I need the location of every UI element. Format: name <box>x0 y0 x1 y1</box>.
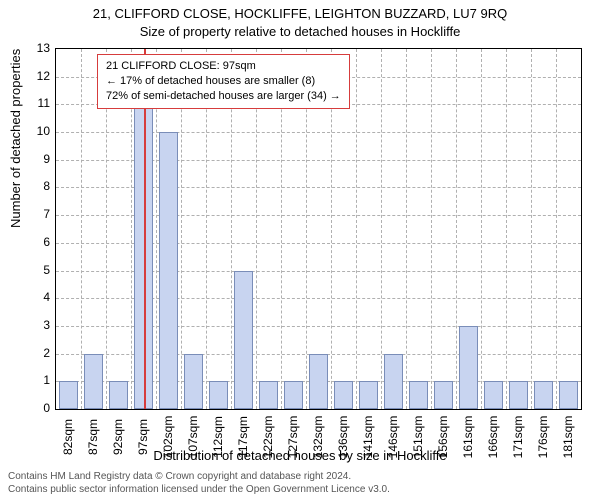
bar <box>159 132 178 409</box>
y-tick-label: 12 <box>20 69 50 83</box>
x-tick-label: 171sqm <box>511 412 525 462</box>
x-tick-label: 161sqm <box>461 412 475 462</box>
gridline-v <box>381 49 382 409</box>
gridline-v <box>81 49 82 409</box>
footer-line1: Contains HM Land Registry data © Crown c… <box>8 470 390 483</box>
x-tick-label: 97sqm <box>136 412 150 462</box>
y-tick-label: 8 <box>20 179 50 193</box>
bar <box>259 381 278 409</box>
y-tick-label: 11 <box>20 96 50 110</box>
y-tick-label: 10 <box>20 124 50 138</box>
x-tick-label: 122sqm <box>261 412 275 462</box>
bar <box>334 381 353 409</box>
bar <box>534 381 553 409</box>
x-tick-label: 166sqm <box>486 412 500 462</box>
gridline-v <box>431 49 432 409</box>
annotation-box: 21 CLIFFORD CLOSE: 97sqm← 17% of detache… <box>97 54 350 109</box>
bar <box>109 381 128 409</box>
y-tick-label: 13 <box>20 41 50 55</box>
x-tick-label: 82sqm <box>61 412 75 462</box>
bar <box>184 354 203 409</box>
y-tick-label: 7 <box>20 207 50 221</box>
y-tick-label: 3 <box>20 318 50 332</box>
x-tick-label: 136sqm <box>336 412 350 462</box>
y-tick-label: 1 <box>20 373 50 387</box>
footer-line2: Contains public sector information licen… <box>8 483 390 496</box>
bar <box>409 381 428 409</box>
x-tick-label: 181sqm <box>561 412 575 462</box>
bar <box>559 381 578 409</box>
y-tick-label: 2 <box>20 346 50 360</box>
gridline-v <box>481 49 482 409</box>
chart-title-line2: Size of property relative to detached ho… <box>0 24 600 39</box>
gridline-v <box>356 49 357 409</box>
x-tick-label: 176sqm <box>536 412 550 462</box>
bar <box>484 381 503 409</box>
bar <box>359 381 378 409</box>
gridline-v <box>406 49 407 409</box>
y-tick-label: 4 <box>20 290 50 304</box>
chart-title-line1: 21, CLIFFORD CLOSE, HOCKLIFFE, LEIGHTON … <box>0 6 600 21</box>
x-tick-label: 141sqm <box>361 412 375 462</box>
annotation-line3: 72% of semi-detached houses are larger (… <box>106 89 341 104</box>
bar <box>459 326 478 409</box>
y-tick-label: 5 <box>20 263 50 277</box>
x-tick-label: 92sqm <box>111 412 125 462</box>
gridline-v <box>506 49 507 409</box>
x-tick-label: 112sqm <box>211 412 225 462</box>
gridline-v <box>456 49 457 409</box>
bar <box>84 354 103 409</box>
x-tick-label: 146sqm <box>386 412 400 462</box>
bar <box>284 381 303 409</box>
x-tick-label: 156sqm <box>436 412 450 462</box>
bar <box>59 381 78 409</box>
x-tick-label: 151sqm <box>411 412 425 462</box>
annotation-line2: ← 17% of detached houses are smaller (8) <box>106 74 341 89</box>
bar <box>434 381 453 409</box>
bar <box>209 381 228 409</box>
y-tick-label: 0 <box>20 401 50 415</box>
x-tick-label: 87sqm <box>86 412 100 462</box>
bar <box>309 354 328 409</box>
y-tick-label: 9 <box>20 152 50 166</box>
bar <box>234 271 253 409</box>
annotation-line1: 21 CLIFFORD CLOSE: 97sqm <box>106 59 341 74</box>
bar <box>509 381 528 409</box>
footer-attribution: Contains HM Land Registry data © Crown c… <box>8 470 390 496</box>
x-tick-label: 107sqm <box>186 412 200 462</box>
x-tick-label: 132sqm <box>311 412 325 462</box>
x-tick-label: 127sqm <box>286 412 300 462</box>
gridline-v <box>556 49 557 409</box>
bar <box>384 354 403 409</box>
y-tick-label: 6 <box>20 235 50 249</box>
gridline-v <box>531 49 532 409</box>
x-tick-label: 117sqm <box>236 412 250 462</box>
x-tick-label: 102sqm <box>161 412 175 462</box>
